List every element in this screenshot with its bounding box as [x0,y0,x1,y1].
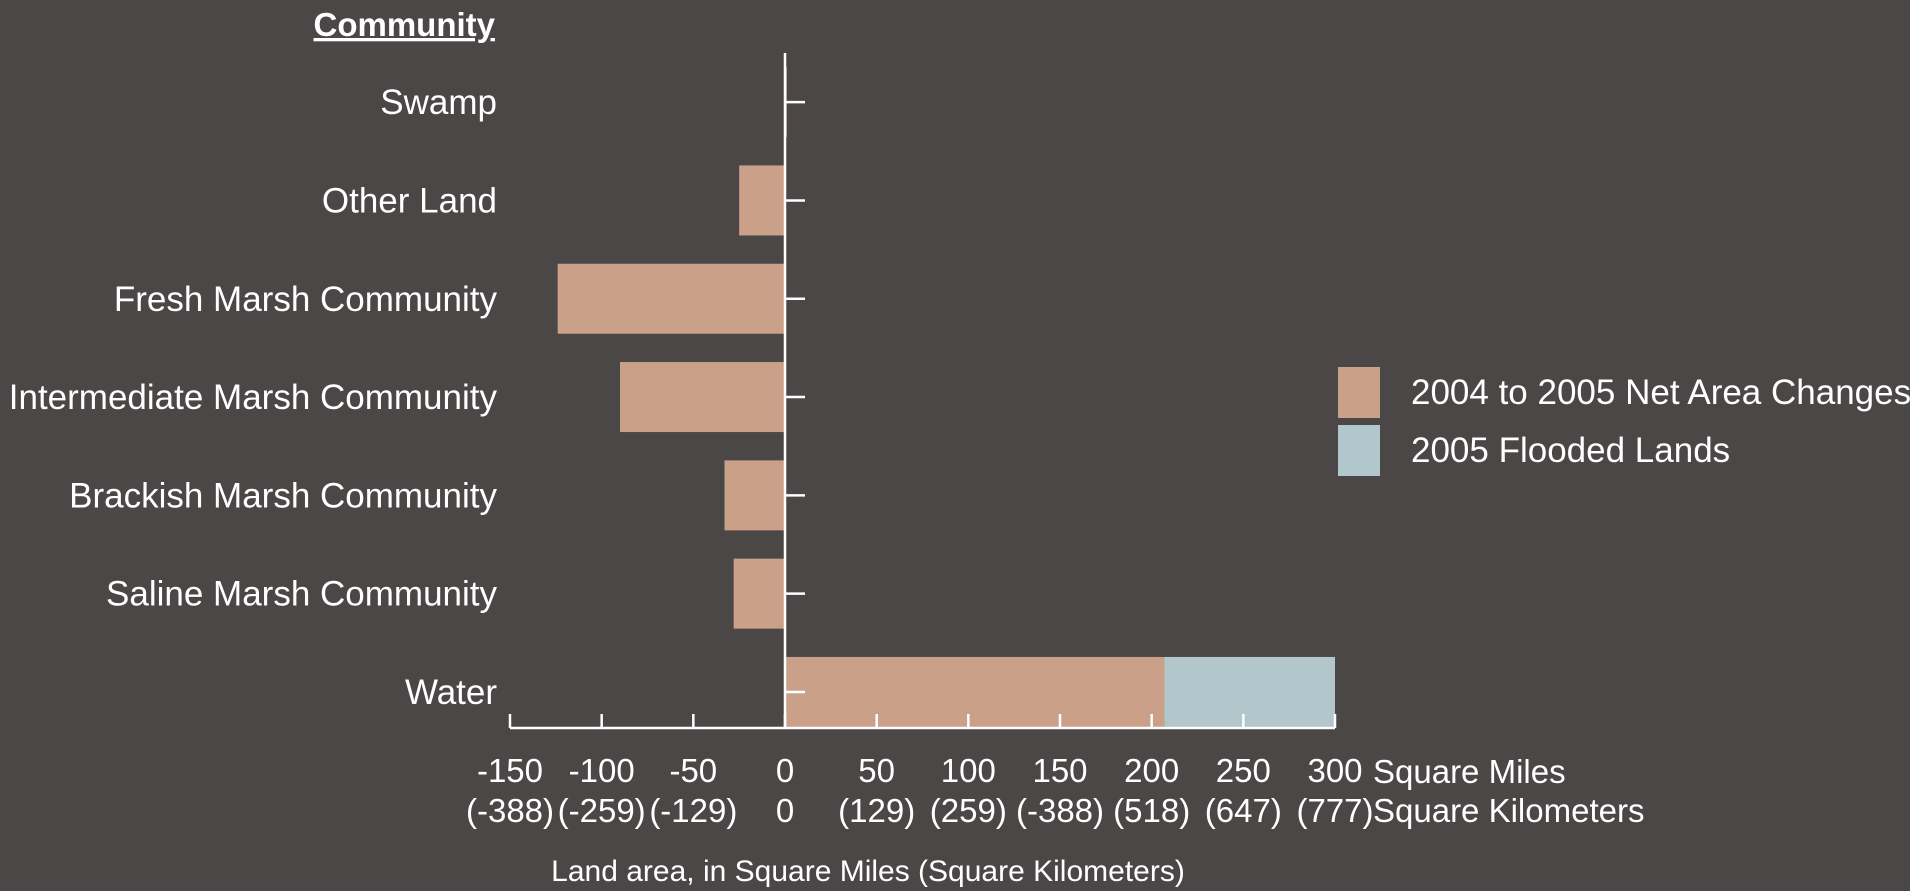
category-label-water: Water [405,673,497,712]
category-label-other-land: Other Land [322,181,497,220]
x-tick-label-100: -100 [569,752,635,789]
category-labels: Swamp Other Land Fresh Marsh Community Inte… [9,83,498,712]
x-tick-label-0: 0 [776,752,794,789]
x-unit-secondary: Square Kilometers [1373,792,1644,829]
x-tick-label-150: -150 [477,752,543,789]
bar-brackish-marsh-community-2004-to-2005-net-area-changes [724,460,785,531]
x-tick-label-secondary-100: (259) [930,792,1007,829]
category-header: Community [314,6,496,43]
legend-swatch-2005-flooded-lands [1338,425,1380,476]
x-tick-label-50: 50 [858,752,895,789]
bars-group [557,67,1335,727]
legend-swatch-2004-to-2005-net-area-changes [1338,367,1380,418]
axes-group [508,53,1337,730]
x-tick-label-250: 250 [1216,752,1271,789]
x-axis-title: Land area, in Square Miles (Square Kilom… [551,855,1185,888]
x-tick-label-secondary-200: (518) [1113,792,1190,829]
x-tick-label-secondary-50: (129) [838,792,915,829]
x-tick-labels: -150(-388)-100(-259)-50(-129)0050(129)10… [466,752,1374,829]
x-tick-label-secondary-300: (777) [1296,792,1373,829]
x-tick-label-secondary-150: (-388) [466,792,554,829]
bar-water-2005-flooded-lands [1164,656,1335,727]
x-tick-label-50: -50 [669,752,717,789]
bar-fresh-marsh-community-2004-to-2005-net-area-changes [557,263,785,334]
x-tick-label-100: 100 [941,752,996,789]
x-tick-label-300: 300 [1307,752,1362,789]
x-tick-label-150: 150 [1032,752,1087,789]
category-label-fresh-marsh-community: Fresh Marsh Community [114,280,498,319]
x-tick-label-200: 200 [1124,752,1179,789]
legend-label-2004-to-2005-net-area-changes: 2004 to 2005 Net Area Changes [1411,373,1910,412]
category-label-swamp: Swamp [380,83,497,122]
bar-saline-marsh-community-2004-to-2005-net-area-changes [733,558,785,629]
category-label-intermediate-marsh-community: Intermediate Marsh Community [9,378,498,417]
category-label-brackish-marsh-community: Brackish Marsh Community [69,476,497,515]
x-tick-label-secondary-100: (-259) [558,792,646,829]
x-tick-label-secondary-0: 0 [776,792,794,829]
x-unit-primary: Square Miles [1373,753,1566,790]
category-label-saline-marsh-community: Saline Marsh Community [106,575,497,614]
legend-label-2005-flooded-lands: 2005 Flooded Lands [1411,431,1730,470]
x-tick-label-secondary-50: (-129) [649,792,737,829]
x-tick-label-secondary-250: (647) [1205,792,1282,829]
bar-water-2004-to-2005-net-area-changes [785,656,1165,727]
bar-intermediate-marsh-community-2004-to-2005-net-area-changes [620,362,785,433]
bar-other-land-2004-to-2005-net-area-changes [739,165,785,236]
x-tick-label-secondary-150: (-388) [1016,792,1104,829]
legend: 2004 to 2005 Net Area Changes 2005 Floode… [1338,367,1910,476]
